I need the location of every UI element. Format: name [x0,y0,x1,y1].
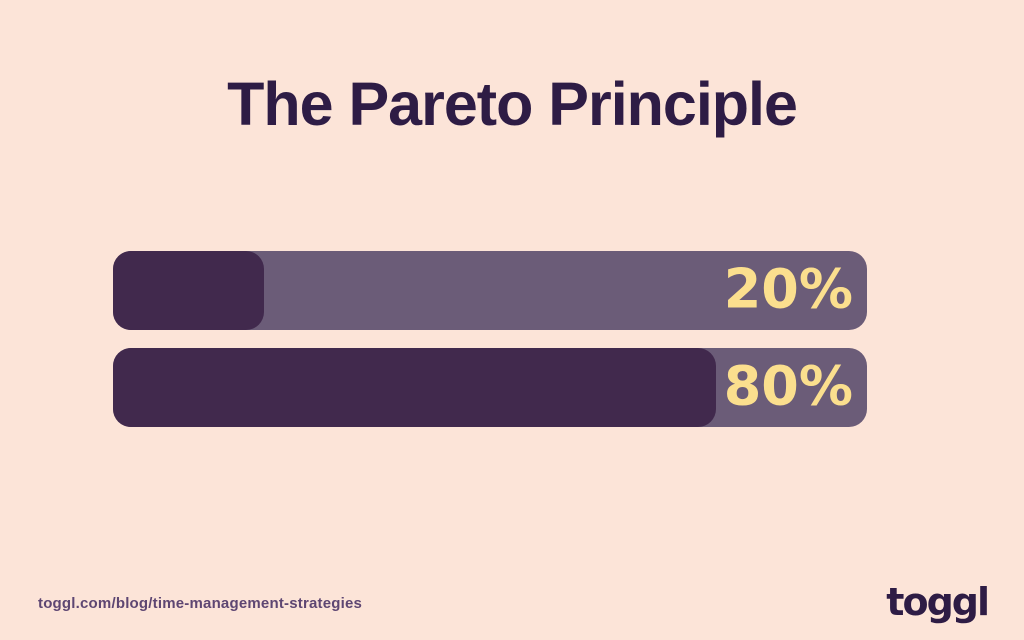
page-title: The Pareto Principle [227,70,798,138]
bar-fill-80 [113,348,717,427]
bar-row-20: 20% [113,251,867,330]
bar-row-80: 80% [113,348,867,427]
bar-chart: 20% 80% [113,251,867,445]
toggl-logo: toggl [886,580,990,624]
source-url: toggl.com/blog/time-management-strategie… [38,595,363,612]
bar-label-20: 20% [723,257,853,321]
bar-fill-20 [113,251,264,330]
bar-label-80: 80% [723,354,853,418]
